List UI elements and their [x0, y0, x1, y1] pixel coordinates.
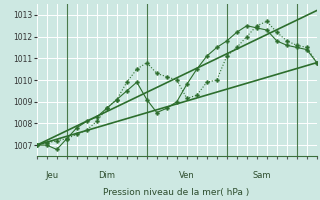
Text: Jeu: Jeu [45, 171, 58, 180]
Text: Pression niveau de la mer( hPa ): Pression niveau de la mer( hPa ) [103, 188, 249, 196]
Text: Ven: Ven [179, 171, 195, 180]
Text: Sam: Sam [252, 171, 271, 180]
Text: Dim: Dim [98, 171, 115, 180]
